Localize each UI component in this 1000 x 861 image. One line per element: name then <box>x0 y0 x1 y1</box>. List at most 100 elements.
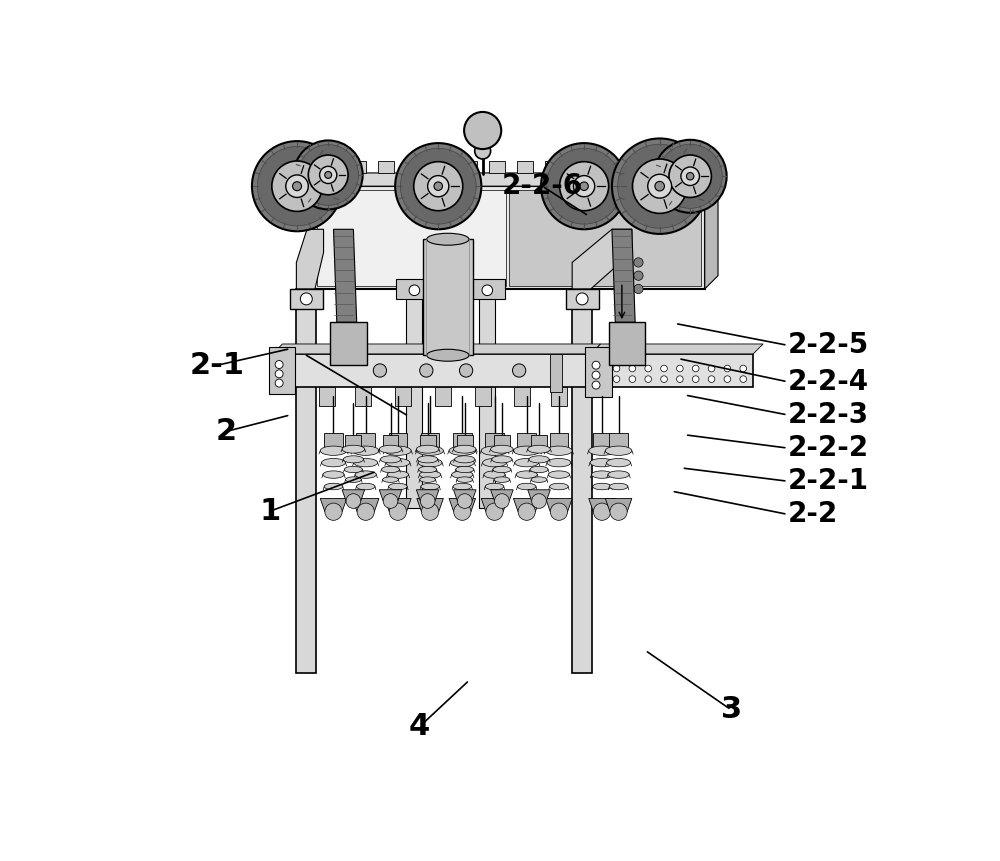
Circle shape <box>560 162 609 211</box>
Circle shape <box>669 155 711 197</box>
Ellipse shape <box>455 455 475 463</box>
Polygon shape <box>385 499 411 511</box>
Ellipse shape <box>605 446 632 455</box>
Ellipse shape <box>420 477 436 482</box>
Circle shape <box>645 365 652 372</box>
Ellipse shape <box>343 455 364 463</box>
Circle shape <box>389 503 407 520</box>
Circle shape <box>475 143 491 159</box>
Bar <box>290 289 323 309</box>
Bar <box>566 289 599 309</box>
Ellipse shape <box>481 446 508 455</box>
Polygon shape <box>589 499 615 511</box>
Bar <box>317 189 506 286</box>
Circle shape <box>645 375 652 382</box>
Circle shape <box>724 375 731 382</box>
Circle shape <box>580 182 588 190</box>
Circle shape <box>252 141 342 232</box>
Bar <box>479 286 495 508</box>
Circle shape <box>346 493 361 508</box>
Circle shape <box>275 379 283 387</box>
Text: 2-2-5: 2-2-5 <box>788 331 869 359</box>
Circle shape <box>428 176 449 197</box>
Ellipse shape <box>417 455 438 463</box>
Bar <box>545 161 560 173</box>
Bar <box>433 161 449 173</box>
Ellipse shape <box>417 446 443 455</box>
Circle shape <box>655 182 664 191</box>
Ellipse shape <box>386 458 410 467</box>
Bar <box>517 433 536 448</box>
Ellipse shape <box>385 446 411 455</box>
Bar <box>656 161 672 173</box>
Ellipse shape <box>419 471 441 479</box>
Text: 2-2: 2-2 <box>788 500 838 529</box>
Ellipse shape <box>494 477 510 482</box>
Circle shape <box>692 365 699 372</box>
Text: 3: 3 <box>721 696 742 724</box>
Circle shape <box>275 361 283 369</box>
Ellipse shape <box>590 458 614 467</box>
Bar <box>585 347 612 397</box>
Circle shape <box>708 375 715 382</box>
Ellipse shape <box>491 445 513 453</box>
Ellipse shape <box>591 471 613 479</box>
Polygon shape <box>273 344 601 354</box>
Circle shape <box>648 174 672 198</box>
Bar <box>453 433 472 448</box>
Ellipse shape <box>456 467 474 473</box>
Circle shape <box>272 161 322 212</box>
Bar <box>514 387 530 406</box>
Ellipse shape <box>387 471 409 479</box>
Bar <box>378 161 394 173</box>
Ellipse shape <box>516 471 537 479</box>
Bar <box>485 433 504 448</box>
Ellipse shape <box>324 483 343 490</box>
Bar <box>517 161 533 173</box>
Circle shape <box>464 112 501 149</box>
Bar <box>469 279 505 299</box>
Circle shape <box>395 143 481 229</box>
Circle shape <box>658 144 722 208</box>
Circle shape <box>486 503 503 520</box>
Circle shape <box>692 375 699 382</box>
Bar <box>572 161 588 173</box>
Circle shape <box>298 145 359 205</box>
Circle shape <box>532 493 546 508</box>
Ellipse shape <box>449 446 476 455</box>
Polygon shape <box>417 499 443 511</box>
Ellipse shape <box>547 458 571 467</box>
Polygon shape <box>314 173 718 186</box>
Ellipse shape <box>484 471 505 479</box>
Circle shape <box>681 167 699 185</box>
Ellipse shape <box>381 467 400 473</box>
Ellipse shape <box>453 483 472 490</box>
Polygon shape <box>612 229 635 322</box>
Circle shape <box>612 139 707 234</box>
Circle shape <box>634 257 643 267</box>
Ellipse shape <box>380 455 401 463</box>
Ellipse shape <box>416 445 439 453</box>
Ellipse shape <box>485 483 504 490</box>
Polygon shape <box>296 229 324 289</box>
Text: 2-2-1: 2-2-1 <box>788 468 869 495</box>
Bar <box>609 322 645 365</box>
Ellipse shape <box>323 471 344 479</box>
Bar <box>531 435 547 447</box>
Ellipse shape <box>418 458 442 467</box>
Polygon shape <box>453 490 476 501</box>
Ellipse shape <box>352 446 379 455</box>
Bar <box>355 387 371 406</box>
Circle shape <box>614 271 623 281</box>
Polygon shape <box>423 239 473 356</box>
Bar <box>550 354 562 393</box>
Circle shape <box>457 493 472 508</box>
Circle shape <box>618 144 702 228</box>
Ellipse shape <box>609 483 628 490</box>
Text: 2-1: 2-1 <box>190 350 245 380</box>
Circle shape <box>409 285 420 295</box>
Circle shape <box>495 493 509 508</box>
Circle shape <box>383 493 398 508</box>
Bar <box>406 161 422 173</box>
Bar <box>509 189 701 286</box>
